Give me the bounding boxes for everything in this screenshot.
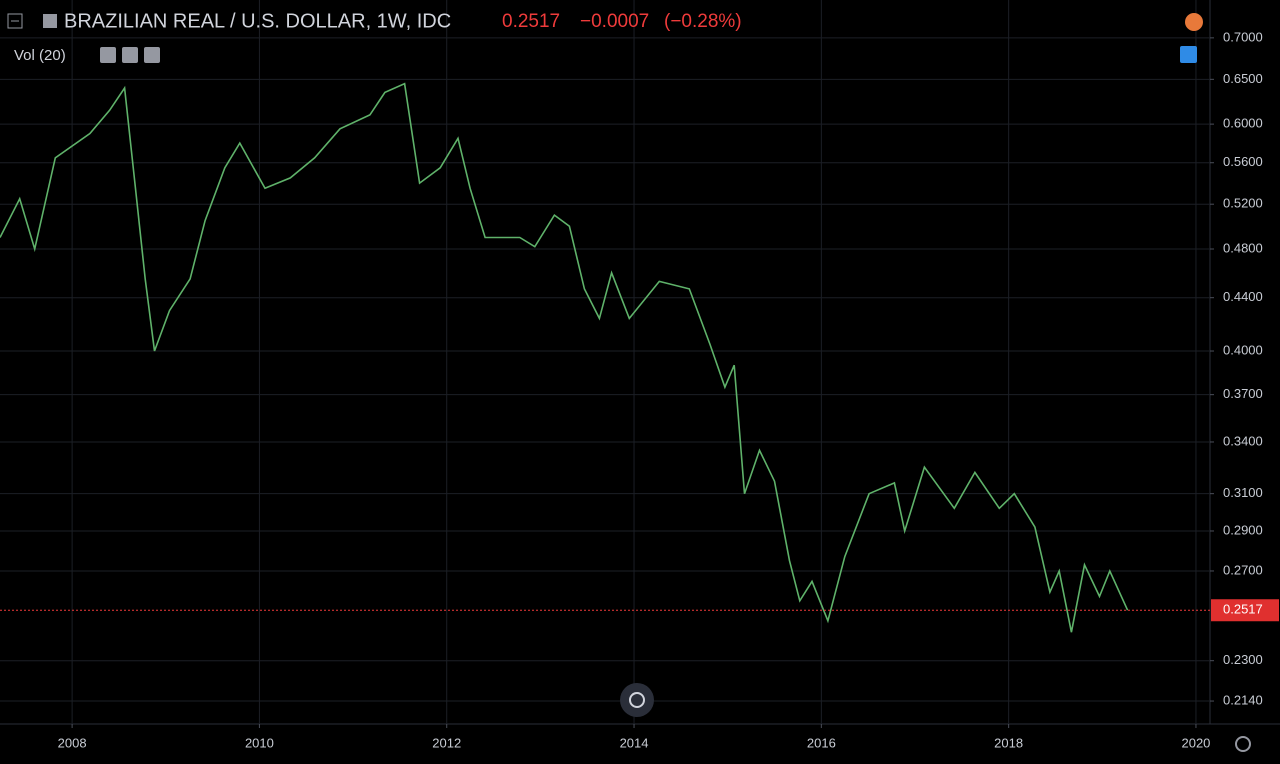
settings-button[interactable] bbox=[122, 47, 138, 63]
indicator-label[interactable]: Vol (20) bbox=[14, 47, 66, 64]
y-tick-label: 0.4400 bbox=[1223, 289, 1263, 304]
y-tick-label: 0.2900 bbox=[1223, 522, 1263, 537]
y-tick-label: 0.4800 bbox=[1223, 240, 1263, 255]
y-tick-label: 0.6000 bbox=[1223, 116, 1263, 131]
y-tick-label: 0.7000 bbox=[1223, 29, 1263, 44]
last-price: 0.2517 bbox=[502, 11, 560, 32]
y-tick-label: 0.3400 bbox=[1223, 433, 1263, 448]
y-tick-label: 0.3700 bbox=[1223, 386, 1263, 401]
y-tick-label: 0.4000 bbox=[1223, 342, 1263, 357]
axes: 0.2140 0.2300 0.2700 0.2900 0.3100 0.3400 0.37… bbox=[58, 29, 1279, 750]
y-tick-label: 0.2700 bbox=[1223, 562, 1263, 577]
eye-button[interactable] bbox=[100, 47, 116, 63]
remove-button[interactable] bbox=[144, 47, 160, 63]
y-tick-label: 0.2300 bbox=[1223, 652, 1263, 667]
y-tick-label: 0.3100 bbox=[1223, 485, 1263, 500]
settings-gear[interactable] bbox=[1235, 736, 1251, 752]
x-tick-label: 2014 bbox=[620, 735, 649, 750]
y-tick-label: 0.5200 bbox=[1223, 196, 1263, 211]
reset-button[interactable] bbox=[620, 683, 654, 717]
x-tick-label: 2010 bbox=[245, 735, 274, 750]
price-change-pct: (−0.28%) bbox=[664, 11, 742, 32]
scale-button[interactable] bbox=[1180, 46, 1197, 63]
symbol-icon bbox=[43, 14, 57, 28]
reset-icon bbox=[629, 692, 645, 708]
alert-icon[interactable] bbox=[1185, 13, 1203, 31]
x-tick-label: 2018 bbox=[994, 735, 1023, 750]
last-price-tag-label: 0.2517 bbox=[1223, 602, 1263, 617]
symbol-title[interactable]: BRAZILIAN REAL / U.S. DOLLAR, 1W, IDC bbox=[64, 10, 451, 32]
price-change: −0.0007 bbox=[580, 11, 649, 32]
x-tick-label: 2020 bbox=[1181, 735, 1210, 750]
x-tick-label: 2016 bbox=[807, 735, 836, 750]
collapse-button[interactable] bbox=[7, 13, 23, 29]
y-tick-label: 0.2140 bbox=[1223, 692, 1263, 707]
x-tick-label: 2008 bbox=[58, 735, 87, 750]
y-tick-label: 0.5600 bbox=[1223, 154, 1263, 169]
x-tick-label: 2012 bbox=[432, 735, 461, 750]
y-tick-label: 0.6500 bbox=[1223, 71, 1263, 86]
price-line bbox=[0, 82, 1129, 633]
last-price-tag bbox=[1211, 599, 1279, 622]
plot bbox=[0, 82, 1210, 633]
